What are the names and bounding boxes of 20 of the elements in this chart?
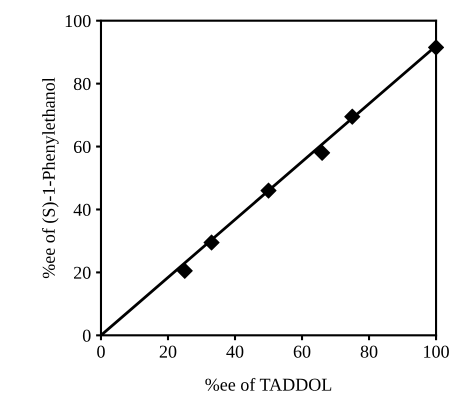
y-axis-title: %ee of (S)-1-Phenylethanol xyxy=(42,78,59,278)
y-tick-label: 0 xyxy=(82,330,91,342)
y-tick-label: 20 xyxy=(74,266,91,279)
x-tick-label: 20 xyxy=(160,346,176,358)
point xyxy=(204,234,220,251)
y-tick-label: 40 xyxy=(74,204,91,216)
point xyxy=(428,39,444,56)
point xyxy=(344,108,360,125)
y-tick-label: 60 xyxy=(74,140,91,153)
x-tick-label: 40 xyxy=(226,346,244,358)
point xyxy=(314,144,330,161)
x-tick-label: 80 xyxy=(360,346,378,358)
y-tick-label: 100 xyxy=(66,14,91,28)
x-tick-label: 100 xyxy=(424,346,449,358)
x-axis-title: %ee of TADDOL xyxy=(205,378,332,391)
y-tick-label: 80 xyxy=(74,78,91,90)
x-tick-label: 0 xyxy=(97,346,105,358)
point xyxy=(176,262,193,279)
x-tick-label: 60 xyxy=(294,346,310,358)
point xyxy=(260,182,277,199)
